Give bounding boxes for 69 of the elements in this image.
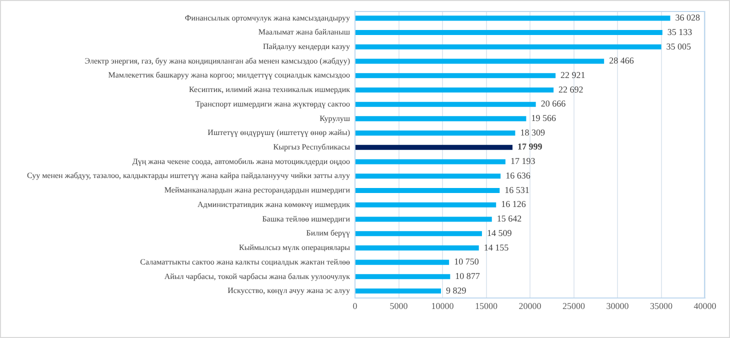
y-tick-label: Дүң жана чекене соода, автомобиль жана мотоциклдерди оңдоо — [132, 156, 350, 166]
data-label: 28 466 — [609, 56, 634, 66]
y-tick-label: Пайдалуу кендерди казуу — [263, 42, 350, 51]
x-tick-label: 10000 — [431, 300, 454, 311]
bar — [356, 116, 526, 122]
y-tick-label: Искусство, көңүл ачуу жана эс алуу — [228, 286, 350, 296]
bar — [356, 58, 604, 64]
y-tick-label: Мамлекеттик башкаруу жана коргоо; милдеттүү социалдык камсыздоо — [108, 70, 350, 80]
data-label: 35 005 — [666, 41, 692, 52]
x-tick-label: 20000 — [518, 300, 542, 311]
data-label: 22 921 — [560, 70, 586, 80]
bar — [356, 44, 662, 50]
bar — [356, 188, 500, 194]
y-tick-label: Мейманканалардын жана ресторандардын ишмердиги — [164, 186, 351, 195]
y-tick-label: Курулуш — [320, 114, 351, 123]
data-label: 22 692 — [558, 84, 584, 94]
data-label: 14 509 — [486, 228, 512, 238]
y-tick-label: Кыргыз Республикасы — [273, 142, 351, 152]
data-label: 10 750 — [454, 256, 480, 267]
bar — [356, 274, 450, 280]
y-tick-label: Маалымат жана байланыш — [258, 28, 351, 37]
bar — [356, 130, 516, 136]
bar — [356, 216, 492, 222]
bar — [356, 245, 479, 250]
bar — [356, 288, 442, 294]
y-tick-label: Кесиптик, илимий жана техникалык ишмердик — [189, 85, 350, 94]
bar — [356, 73, 556, 78]
data-label: 16 531 — [504, 184, 530, 195]
data-label: 16 126 — [501, 199, 526, 210]
y-tick-label: Суу менен жабдуу, тазалоо, калдыктарды иштетүү жана кайра пайдалануучу чийки затты алуу — [26, 171, 350, 180]
y-tick-label: Финансылык ортомчулук жана камсыздандыруу — [184, 13, 350, 22]
data-label: 35 133 — [667, 26, 693, 37]
bar — [356, 231, 482, 236]
bar — [356, 159, 506, 164]
x-tick-label: 15000 — [475, 300, 498, 311]
bar — [356, 102, 536, 107]
data-label: 9 829 — [446, 285, 467, 296]
data-label: 17 999 — [517, 142, 543, 152]
bar — [356, 174, 501, 179]
bar — [356, 260, 450, 265]
y-tick-label: Транспорт ишмердиги жана жүктөрдү сактоо — [195, 99, 350, 108]
bar — [356, 87, 554, 92]
data-label: 16 636 — [506, 170, 531, 180]
bar — [356, 30, 662, 36]
x-tick-label: 25000 — [562, 300, 586, 311]
data-label: 19 566 — [531, 113, 556, 124]
y-tick-label: Башка тейлөө ишмердиги — [262, 214, 351, 224]
y-tick-label: Кыймылсыз мүлк операциялары — [239, 243, 351, 252]
data-label: 15 642 — [496, 214, 522, 224]
x-tick-label: 30000 — [606, 300, 630, 311]
data-label: 36 028 — [675, 12, 700, 23]
y-tick-label: Электр энергия, газ, буу жана кондицияланган аба менен камсыздоо (жабдуу) — [84, 56, 350, 66]
x-tick-label: 35000 — [650, 300, 673, 311]
data-label: 14 155 — [484, 242, 510, 252]
data-label: 18 309 — [520, 127, 546, 138]
bar — [356, 16, 670, 21]
bar — [356, 144, 512, 150]
y-tick-label: Иштетүү өндүрүшү (иштетүү өнөр жайы) — [208, 128, 350, 138]
x-tick-label: 0 — [352, 300, 358, 311]
y-tick-label: Саламаттыкты сактоо жана калкты социалдык жактан тейлөө — [140, 257, 350, 266]
y-tick-label: Айыл чарбасы, токой чарбасы жана балык уулоочулук — [164, 272, 350, 281]
x-tick-label: 5000 — [390, 300, 408, 311]
y-tick-label: Билим берүү — [306, 228, 350, 238]
data-label: 20 666 — [540, 98, 566, 109]
data-label: 17 193 — [510, 156, 536, 166]
x-tick-label: 40000 — [694, 300, 717, 311]
y-tick-label: Административдик жана көмөкчү ишмердик — [198, 200, 350, 209]
bar — [356, 202, 496, 208]
data-label: 10 877 — [455, 271, 480, 282]
